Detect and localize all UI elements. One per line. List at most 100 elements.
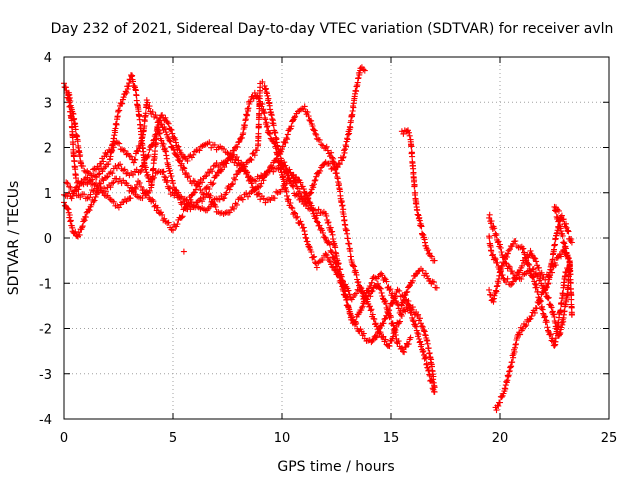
data-point: [539, 306, 546, 313]
y-tick-label: 4: [44, 51, 52, 66]
data-point: [289, 182, 296, 189]
data-point: [313, 212, 320, 219]
data-point: [411, 182, 418, 189]
data-point: [245, 105, 252, 112]
data-point: [331, 254, 337, 261]
data-point: [488, 218, 495, 224]
data-point: [492, 256, 499, 263]
data-point: [430, 279, 437, 286]
data-point: [73, 175, 79, 182]
data-point: [397, 318, 403, 325]
data-point: [150, 198, 157, 205]
data-point: [330, 255, 337, 262]
data-point: [505, 247, 512, 254]
data-point: [191, 202, 198, 209]
data-point: [88, 172, 95, 179]
data-point: [502, 255, 509, 262]
data-point: [522, 323, 529, 330]
data-point: [133, 92, 140, 99]
data-point: [110, 198, 117, 205]
y-tick-label: 1: [44, 187, 52, 202]
data-point: [179, 213, 186, 220]
data-point: [416, 336, 423, 342]
data-point: [97, 184, 104, 190]
data-point: [336, 271, 343, 278]
data-point: [395, 338, 402, 345]
data-point: [210, 163, 217, 170]
data-point: [90, 198, 97, 205]
data-point: [352, 319, 359, 326]
data-point: [286, 166, 293, 173]
data-point: [507, 281, 514, 288]
data-point: [373, 323, 380, 330]
data-point: [257, 183, 264, 190]
data-point: [121, 166, 128, 173]
data-point: [286, 175, 293, 182]
data-point: [278, 148, 285, 155]
data-point: [266, 130, 273, 137]
data-point: [486, 214, 493, 221]
data-point: [175, 143, 182, 150]
data-point: [137, 168, 144, 175]
data-point: [333, 263, 340, 270]
data-point: [563, 298, 570, 305]
data-point: [408, 143, 415, 150]
data-point: [527, 315, 534, 322]
data-point: [210, 180, 217, 187]
data-point: [347, 248, 354, 255]
data-point: [517, 331, 524, 338]
data-point: [234, 171, 241, 177]
data-point: [526, 261, 533, 268]
data-point: [197, 187, 204, 194]
data-point: [355, 278, 362, 285]
data-point: [339, 202, 346, 209]
data-point: [187, 196, 194, 203]
data-point: [256, 190, 263, 197]
data-point: [138, 135, 145, 142]
data-point: [544, 294, 551, 300]
data-point: [420, 348, 427, 354]
data-point: [258, 180, 265, 187]
data-point: [72, 126, 79, 133]
data-point: [338, 157, 345, 164]
data-point: [386, 343, 393, 350]
data-point: [340, 153, 347, 160]
data-point: [239, 196, 246, 203]
data-point: [527, 247, 534, 254]
data-point: [544, 324, 551, 331]
data-point: [122, 147, 128, 154]
data-point: [226, 186, 233, 193]
data-point: [525, 260, 532, 267]
data-point: [345, 304, 352, 310]
data-point: [384, 306, 391, 313]
data-point: [288, 123, 295, 130]
data-point: [387, 286, 394, 292]
data-point: [294, 213, 301, 220]
data-point: [488, 248, 495, 254]
data-point: [497, 399, 503, 406]
data-point: [374, 280, 381, 287]
data-point: [86, 177, 93, 184]
data-point: [558, 231, 565, 238]
data-point: [493, 407, 500, 414]
data-point: [542, 289, 549, 296]
data-point: [510, 241, 517, 248]
data-point: [425, 247, 432, 253]
data-point: [542, 313, 548, 320]
data-point: [486, 211, 493, 218]
data-point: [285, 196, 292, 203]
data-point: [338, 279, 345, 286]
data-point: [259, 101, 266, 108]
y-tick-label: -4: [39, 413, 52, 428]
data-point: [404, 288, 411, 295]
data-point: [325, 219, 332, 226]
data-point: [169, 130, 176, 137]
data-point: [116, 176, 123, 182]
data-point: [188, 154, 195, 161]
data-point: [502, 260, 509, 267]
data-point: [412, 189, 419, 196]
data-point: [64, 180, 71, 187]
data-point: [360, 300, 367, 307]
data-point: [518, 276, 525, 282]
data-point: [162, 114, 169, 121]
